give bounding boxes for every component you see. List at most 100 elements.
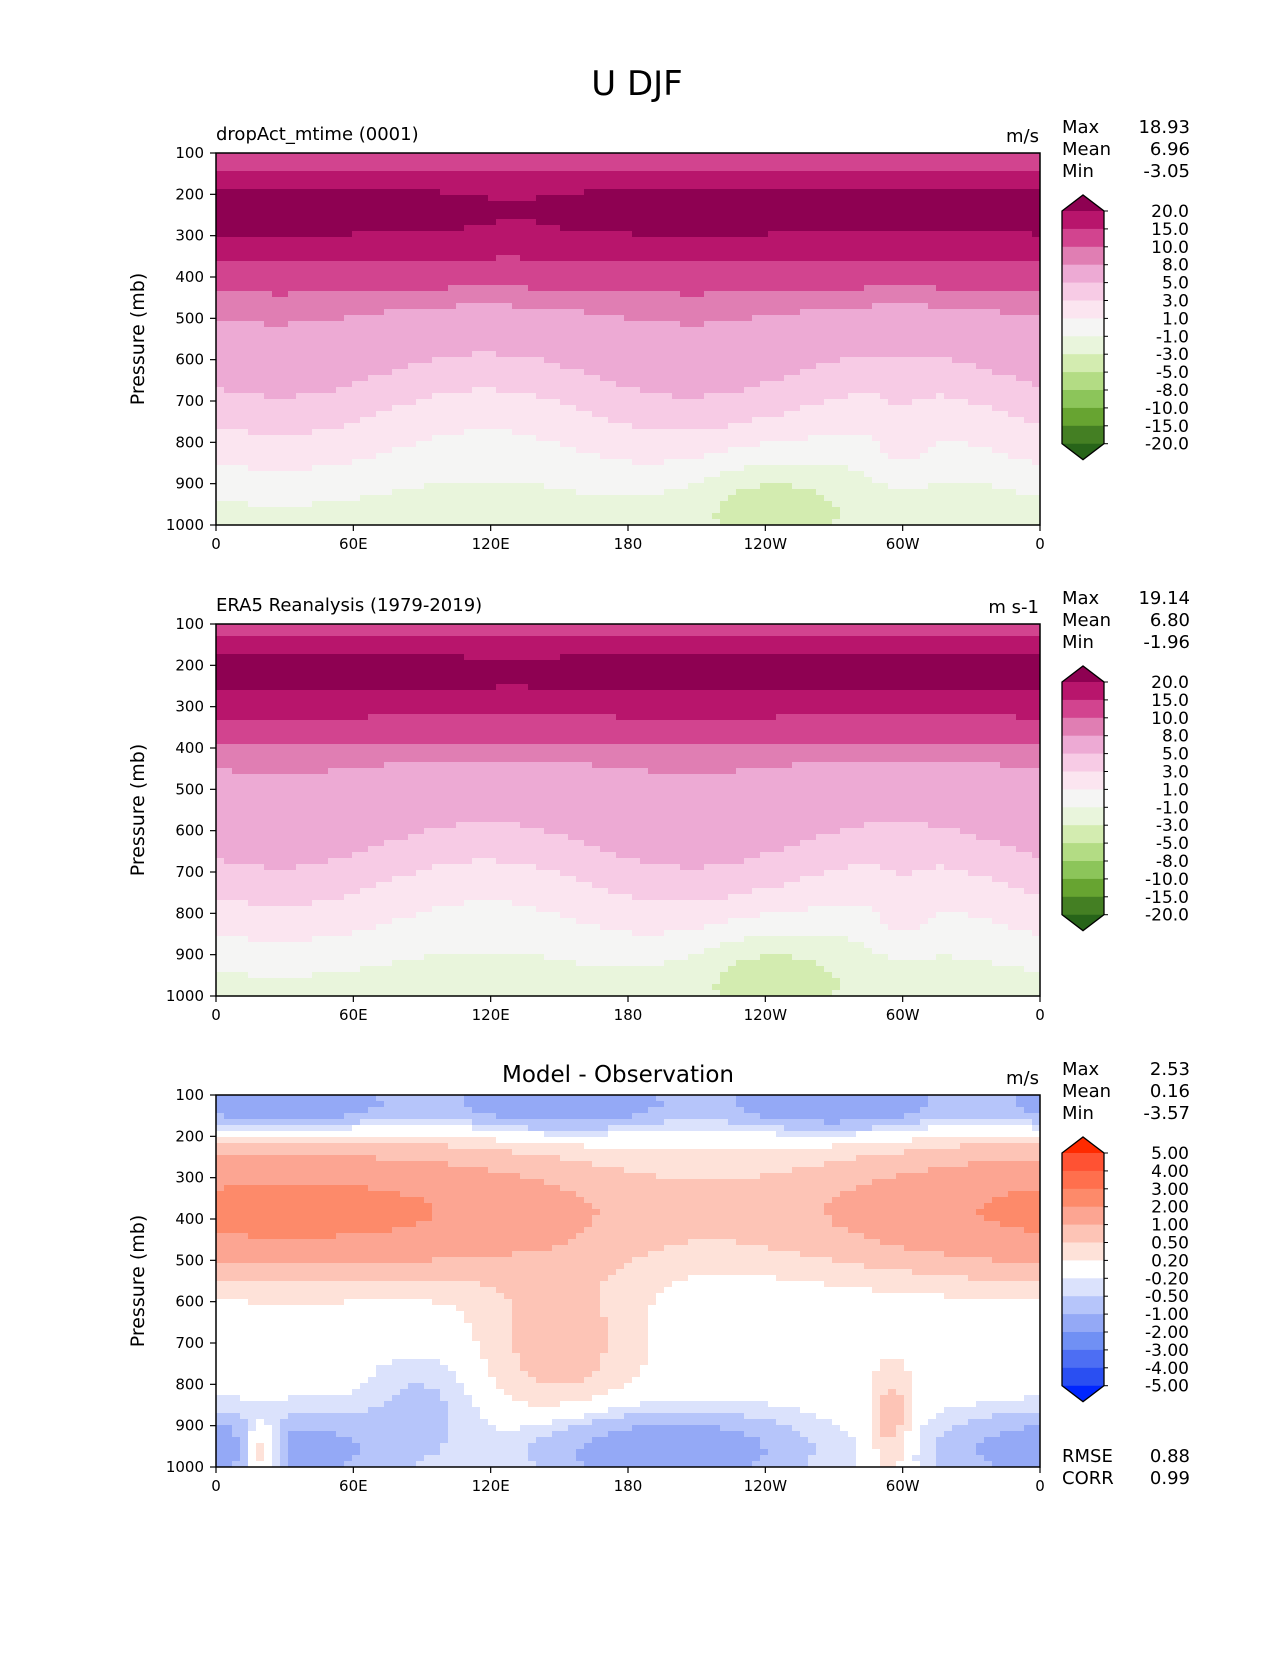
field-cell: [912, 183, 921, 190]
field-cell: [488, 171, 497, 178]
field-cell: [360, 399, 369, 406]
field-cell: [944, 345, 953, 352]
field-cell: [296, 423, 305, 430]
field-cell: [472, 417, 481, 424]
field-cell: [400, 393, 409, 400]
field-cell: [584, 303, 593, 310]
field-cell: [568, 207, 577, 214]
field-cell: [896, 405, 905, 412]
field-cell: [840, 195, 849, 202]
field-cell: [808, 303, 817, 310]
field-cell: [272, 171, 281, 178]
field-cell: [968, 261, 977, 268]
field-cell: [296, 165, 305, 172]
field-cell: [760, 213, 769, 220]
field-cell: [224, 225, 233, 232]
field-cell: [320, 309, 329, 316]
field-cell: [368, 417, 377, 424]
field-cell: [464, 249, 473, 256]
field-cell: [408, 243, 417, 250]
field-cell: [1000, 195, 1009, 202]
field-cell: [336, 309, 345, 316]
field-cell: [984, 405, 993, 412]
field-cell: [768, 219, 777, 226]
field-cell: [608, 405, 617, 412]
field-cell: [848, 213, 857, 220]
field-cell: [272, 231, 281, 238]
field-cell: [264, 327, 273, 334]
field-cell: [472, 171, 481, 178]
field-cell: [464, 369, 473, 376]
field-cell: [640, 387, 649, 394]
field-cell: [584, 309, 593, 316]
field-cell: [376, 369, 385, 376]
field-cell: [424, 417, 433, 424]
field-cell: [976, 153, 985, 160]
field-cell: [328, 297, 337, 304]
field-cell: [664, 399, 673, 406]
field-cell: [712, 393, 721, 400]
field-cell: [336, 231, 345, 238]
field-cell: [600, 321, 609, 328]
field-cell: [840, 339, 849, 346]
field-cell: [328, 237, 337, 244]
field-cell: [688, 285, 697, 292]
field-cell: [592, 393, 601, 400]
field-cell: [1000, 393, 1009, 400]
field-cell: [312, 351, 321, 358]
field-cell: [1016, 435, 1025, 442]
field-cell: [544, 333, 553, 340]
field-cell: [760, 321, 769, 328]
field-cell: [744, 255, 753, 262]
field-cell: [968, 195, 977, 202]
field-cell: [432, 369, 441, 376]
field-cell: [416, 315, 425, 322]
field-cell: [928, 399, 937, 406]
field-cell: [328, 219, 337, 226]
field-cell: [248, 345, 257, 352]
field-cell: [1016, 339, 1025, 346]
field-cell: [856, 303, 865, 310]
field-cell: [656, 165, 665, 172]
field-cell: [512, 171, 521, 178]
field-cell: [992, 195, 1001, 202]
field-cell: [520, 411, 529, 418]
field-cell: [368, 243, 377, 250]
field-cell: [768, 273, 777, 280]
field-cell: [888, 291, 897, 298]
field-cell: [800, 201, 809, 208]
field-cell: [848, 363, 857, 370]
field-cell: [496, 381, 505, 388]
field-cell: [568, 201, 577, 208]
field-cell: [712, 417, 721, 424]
field-cell: [640, 297, 649, 304]
field-cell: [448, 369, 457, 376]
field-cell: [592, 405, 601, 412]
field-cell: [640, 213, 649, 220]
field-cell: [360, 177, 369, 184]
field-cell: [280, 369, 289, 376]
field-cell: [744, 237, 753, 244]
field-cell: [416, 201, 425, 208]
field-cell: [288, 153, 297, 160]
field-cell: [728, 267, 737, 274]
field-cell: [928, 369, 937, 376]
field-cell: [616, 165, 625, 172]
field-cell: [368, 231, 377, 238]
field-cell: [424, 273, 433, 280]
field-cell: [312, 285, 321, 292]
field-cell: [824, 327, 833, 334]
field-cell: [568, 423, 577, 430]
field-cell: [1024, 369, 1033, 376]
field-cell: [552, 441, 561, 448]
field-cell: [744, 405, 753, 412]
field-cell: [696, 189, 705, 196]
field-cell: [240, 393, 249, 400]
field-cell: [552, 381, 561, 388]
field-cell: [848, 201, 857, 208]
field-cell: [352, 345, 361, 352]
field-cell: [568, 333, 577, 340]
field-cell: [608, 267, 617, 274]
field-cell: [760, 423, 769, 430]
field-cell: [1024, 405, 1033, 412]
